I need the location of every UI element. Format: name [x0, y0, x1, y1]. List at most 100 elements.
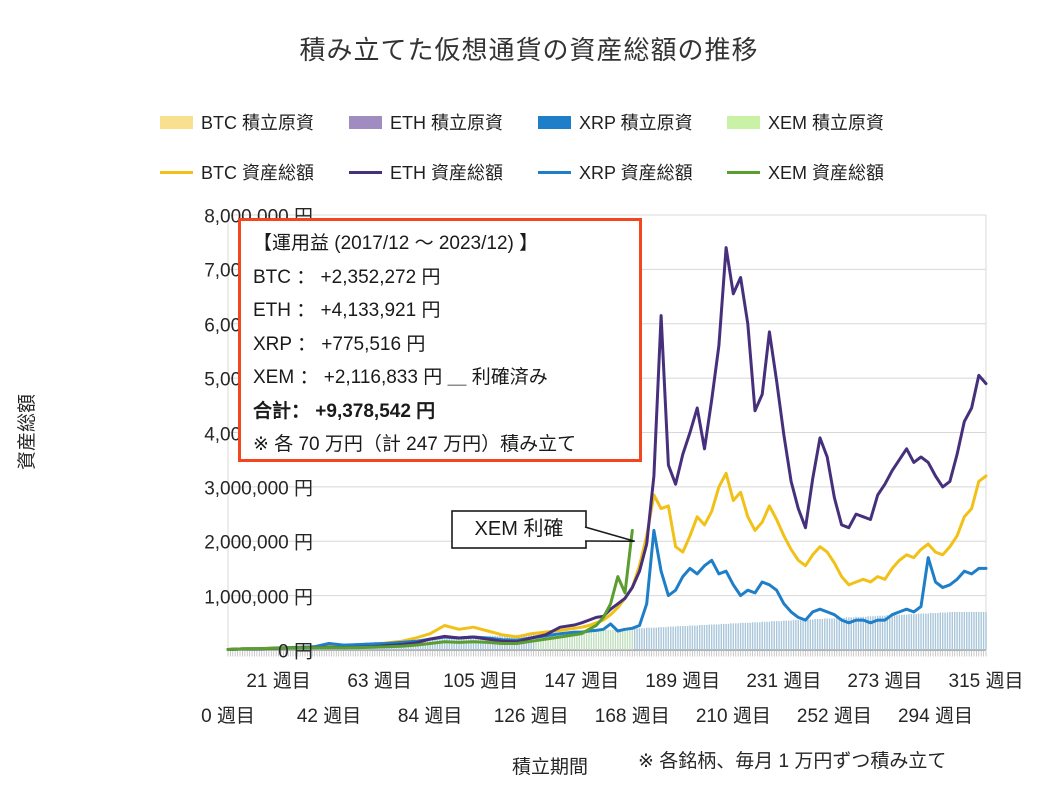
principal-bar	[908, 614, 910, 650]
principal-bar	[624, 629, 626, 650]
principal-bar	[816, 619, 819, 650]
x-tick-label: 84 週目	[397, 706, 463, 727]
principal-bar	[455, 638, 458, 650]
principal-bar	[840, 617, 843, 650]
principal-bar	[809, 619, 812, 650]
principal-bar	[826, 618, 828, 650]
principal-bar	[913, 614, 915, 650]
principal-bar	[672, 626, 674, 650]
principal-bar	[561, 632, 564, 650]
principal-bar	[773, 621, 775, 650]
principal-bar	[723, 623, 725, 650]
principal-bar	[937, 613, 939, 650]
principal-bar	[720, 623, 723, 650]
principal-bar	[665, 627, 667, 650]
principal-bar	[465, 637, 467, 650]
legend-item: XRP 積立原資	[538, 109, 727, 135]
principal-bar	[886, 615, 889, 650]
principal-bar	[831, 618, 833, 650]
x-tick-label: 126 週目	[493, 706, 569, 727]
x-tick-label: 189 週目	[645, 671, 721, 692]
principal-bar	[544, 633, 547, 650]
principal-bar	[985, 611, 987, 650]
y-tick-label: 3,000,000 円	[204, 478, 313, 500]
principal-bar	[946, 612, 949, 650]
principal-bar	[605, 629, 607, 650]
principal-bar	[677, 626, 679, 650]
principal-bar	[925, 613, 927, 650]
principal-bar	[583, 630, 585, 650]
principal-bar	[903, 614, 905, 650]
principal-bar	[453, 638, 455, 650]
principal-bar	[564, 632, 566, 650]
legend-fill-swatch	[349, 115, 382, 129]
principal-bar	[609, 629, 612, 650]
principal-bar	[641, 628, 643, 650]
principal-bar	[732, 623, 735, 650]
legend-item: ETH 積立原資	[349, 109, 538, 135]
principal-bar	[725, 623, 727, 650]
principal-bar	[569, 632, 571, 650]
principal-bar	[889, 615, 891, 650]
principal-bar	[963, 611, 966, 650]
principal-bar	[446, 638, 448, 650]
principal-bar	[597, 630, 600, 650]
x-tick-label: 63 週目	[347, 671, 412, 692]
principal-bar	[932, 613, 934, 650]
principal-bar	[655, 627, 658, 650]
x-tick-label: 105 週目	[443, 671, 519, 692]
principal-bar	[778, 621, 780, 650]
principal-bar	[646, 627, 648, 650]
principal-bar	[619, 629, 621, 650]
principal-bar	[633, 628, 636, 650]
principal-bar	[814, 619, 816, 650]
legend-label: XEM 積立原資	[768, 113, 885, 133]
principal-bar	[896, 615, 898, 650]
principal-bar	[783, 620, 785, 650]
principal-bar	[614, 629, 617, 650]
principal-bar	[537, 633, 540, 650]
legend-fill-swatch	[727, 115, 760, 129]
principal-bar	[679, 626, 682, 650]
annotation-xrp: XRP ： +775,516 円	[253, 333, 426, 355]
principal-bar	[689, 625, 691, 650]
principal-bar	[475, 636, 477, 650]
callout-leader	[584, 526, 635, 542]
principal-bar	[958, 611, 961, 650]
legend-line-swatch	[538, 170, 571, 174]
principal-bar	[864, 616, 867, 650]
principal-bar	[968, 611, 970, 650]
principal-bar	[593, 630, 595, 650]
principal-bar	[696, 625, 698, 650]
principal-bar	[872, 616, 874, 650]
principal-bar	[944, 612, 946, 650]
principal-bar	[626, 628, 629, 650]
principal-bar	[824, 618, 826, 650]
principal-bar	[980, 611, 982, 650]
principal-bar	[917, 613, 920, 650]
principal-bar	[737, 623, 739, 650]
principal-bar	[787, 620, 790, 650]
principal-bar	[556, 632, 559, 650]
principal-bar	[761, 621, 763, 650]
principal-bar	[590, 630, 593, 650]
footnote: ※ 各銘柄、毎月 1 万円ずつ積み立て	[638, 751, 947, 772]
legend-label: XRP 積立原資	[579, 113, 693, 133]
legend-item: XRP 資産総額	[538, 159, 727, 185]
principal-bar	[893, 615, 896, 650]
principal-bar	[667, 626, 670, 650]
principal-bar	[915, 614, 917, 650]
principal-bar	[648, 627, 650, 650]
y-tick-label: 1,000,000 円	[204, 587, 313, 609]
principal-bar	[682, 626, 684, 650]
y-tick-label: 0 円	[278, 641, 313, 663]
principal-bar	[670, 626, 672, 650]
principal-bar	[617, 629, 619, 650]
principal-bar	[718, 624, 720, 650]
principal-bar	[602, 630, 605, 650]
principal-bar	[542, 633, 544, 650]
principal-bar	[978, 611, 980, 650]
principal-bar	[747, 622, 749, 650]
annotation-eth: ETH ： +4,133,921 円	[253, 300, 441, 321]
